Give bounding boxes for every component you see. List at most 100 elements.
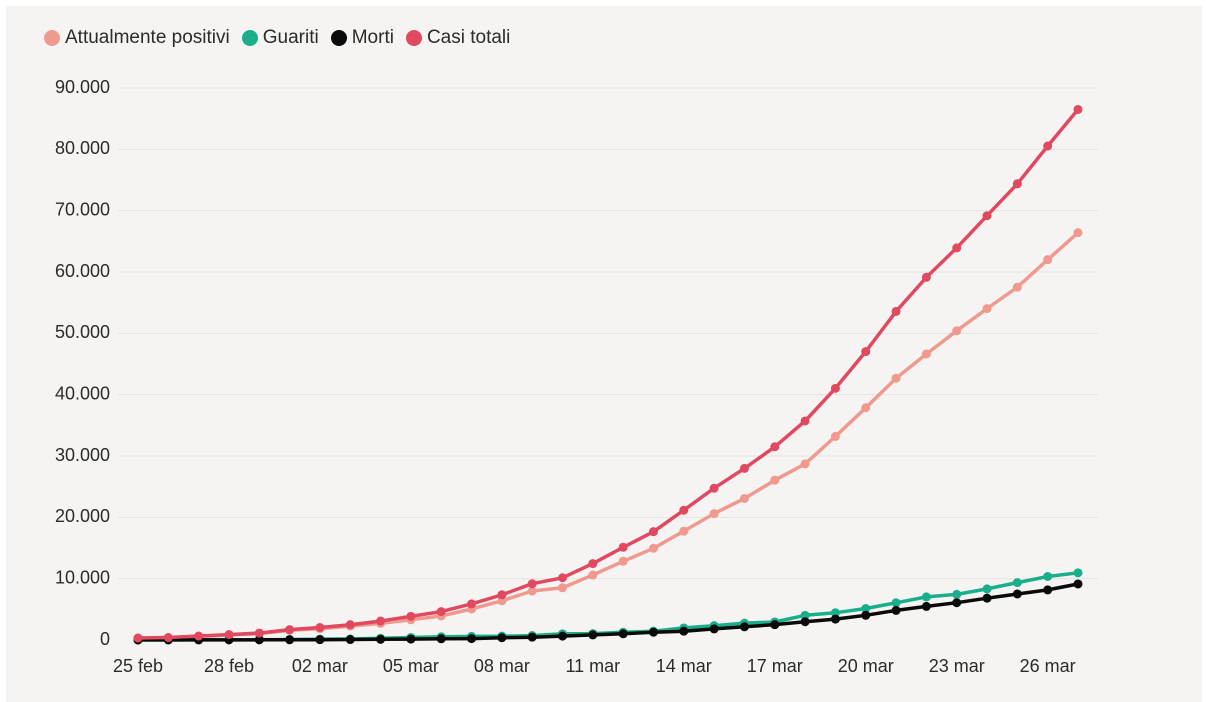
legend-label-attualmente-positivi: Attualmente positivi: [65, 27, 230, 48]
data-point-attualmente-positivi: [891, 373, 901, 383]
data-point-casi-totali: [679, 505, 689, 515]
legend-swatch-casi-totali: [405, 30, 422, 46]
x-tick-label: 25 feb: [113, 656, 163, 676]
y-tick-label: 20.000: [55, 506, 110, 526]
y-tick-label: 30.000: [55, 445, 110, 465]
data-point-attualmente-positivi: [648, 543, 658, 553]
legend-swatch-guariti: [241, 30, 258, 46]
data-point-morti: [679, 626, 689, 636]
data-point-morti: [800, 617, 810, 627]
data-point-casi-totali: [1073, 104, 1083, 114]
data-point-morti: [406, 634, 416, 644]
data-point-casi-totali: [830, 383, 840, 393]
data-point-casi-totali: [376, 616, 386, 626]
data-point-morti: [861, 610, 871, 620]
data-point-morti: [618, 629, 628, 639]
data-point-morti: [770, 620, 780, 630]
legend-label-guariti: Guariti: [262, 27, 319, 48]
x-tick-label: 02 mar: [292, 656, 348, 676]
legend-item-guariti[interactable]: Guariti: [241, 27, 319, 49]
data-point-casi-totali: [345, 620, 355, 630]
data-point-morti: [739, 622, 749, 632]
data-point-guariti: [800, 610, 810, 620]
data-point-casi-totali: [709, 483, 719, 493]
data-point-attualmente-positivi: [1073, 228, 1083, 238]
data-point-casi-totali: [739, 463, 749, 473]
data-point-attualmente-positivi: [770, 475, 780, 485]
data-point-morti: [588, 630, 598, 640]
x-tick-label: 17 mar: [747, 656, 803, 676]
data-point-attualmente-positivi: [739, 493, 749, 503]
data-point-guariti: [952, 589, 962, 599]
data-point-morti: [1012, 589, 1022, 599]
data-point-morti: [345, 635, 355, 645]
series-line-casi-totali: [136, 107, 1080, 640]
data-point-attualmente-positivi: [679, 526, 689, 536]
data-point-morti: [467, 634, 477, 644]
data-point-attualmente-positivi: [861, 403, 871, 413]
legend-item-attualmente-positivi[interactable]: Attualmente positivi: [44, 27, 230, 49]
data-point-casi-totali: [800, 416, 810, 426]
data-point-morti: [982, 593, 992, 603]
y-tick-label: 50.000: [55, 322, 110, 342]
data-point-attualmente-positivi: [618, 556, 628, 566]
data-point-casi-totali: [497, 590, 507, 600]
data-point-casi-totali: [952, 243, 962, 253]
data-point-morti: [497, 633, 507, 643]
data-point-casi-totali: [194, 631, 204, 641]
data-point-morti: [527, 632, 537, 642]
data-point-morti: [285, 635, 295, 645]
x-tick-label: 28 feb: [204, 656, 254, 676]
data-point-morti: [830, 614, 840, 624]
legend-label-casi-totali: Casi totali: [426, 27, 511, 48]
data-point-attualmente-positivi: [527, 586, 537, 596]
data-point-casi-totali: [982, 211, 992, 221]
data-point-guariti: [1073, 568, 1083, 578]
data-point-morti: [558, 631, 568, 641]
data-point-morti: [376, 634, 386, 644]
series-line-attualmente-positivi: [136, 230, 1080, 640]
data-point-morti: [436, 634, 446, 644]
data-point-casi-totali: [921, 272, 931, 282]
data-point-morti: [1073, 579, 1083, 589]
data-point-attualmente-positivi: [588, 570, 598, 580]
y-tick-label: 40.000: [55, 383, 110, 403]
data-point-guariti: [830, 608, 840, 618]
data-point-morti: [921, 601, 931, 611]
legend-item-casi-totali[interactable]: Casi totali: [405, 27, 511, 49]
x-tick-label: 08 mar: [474, 656, 530, 676]
y-tick-label: 0: [100, 629, 110, 649]
legend-swatch-attualmente-positivi: [44, 30, 60, 46]
data-point-attualmente-positivi: [982, 304, 992, 314]
y-tick-label: 70.000: [55, 199, 110, 219]
data-point-casi-totali: [861, 347, 871, 357]
legend-swatch-morti: [330, 30, 347, 46]
data-point-morti: [952, 598, 962, 608]
data-point-morti: [709, 624, 719, 634]
legend-item-morti[interactable]: Morti: [330, 27, 394, 49]
data-point-casi-totali: [406, 611, 416, 621]
data-point-attualmente-positivi: [558, 583, 568, 593]
data-point-casi-totali: [1043, 141, 1053, 151]
data-point-casi-totali: [527, 579, 537, 589]
data-point-casi-totali: [254, 628, 264, 638]
data-point-morti: [254, 635, 264, 645]
data-point-guariti: [1043, 571, 1053, 581]
x-tick-label: 11 mar: [565, 656, 620, 676]
x-tick-label: 05 mar: [383, 656, 439, 676]
data-point-casi-totali: [770, 442, 780, 452]
data-point-morti: [315, 635, 325, 645]
data-point-casi-totali: [558, 573, 568, 583]
x-tick-label: 26 mar: [1020, 656, 1076, 676]
x-tick-label: 23 mar: [929, 656, 985, 676]
data-point-casi-totali: [315, 623, 325, 633]
data-point-attualmente-positivi: [952, 326, 962, 336]
data-point-guariti: [982, 584, 992, 594]
data-point-casi-totali: [588, 559, 598, 569]
data-point-attualmente-positivi: [830, 431, 840, 441]
data-point-attualmente-positivi: [709, 509, 719, 519]
data-point-guariti: [1012, 578, 1022, 588]
data-point-attualmente-positivi: [921, 349, 931, 359]
data-point-casi-totali: [224, 630, 234, 640]
